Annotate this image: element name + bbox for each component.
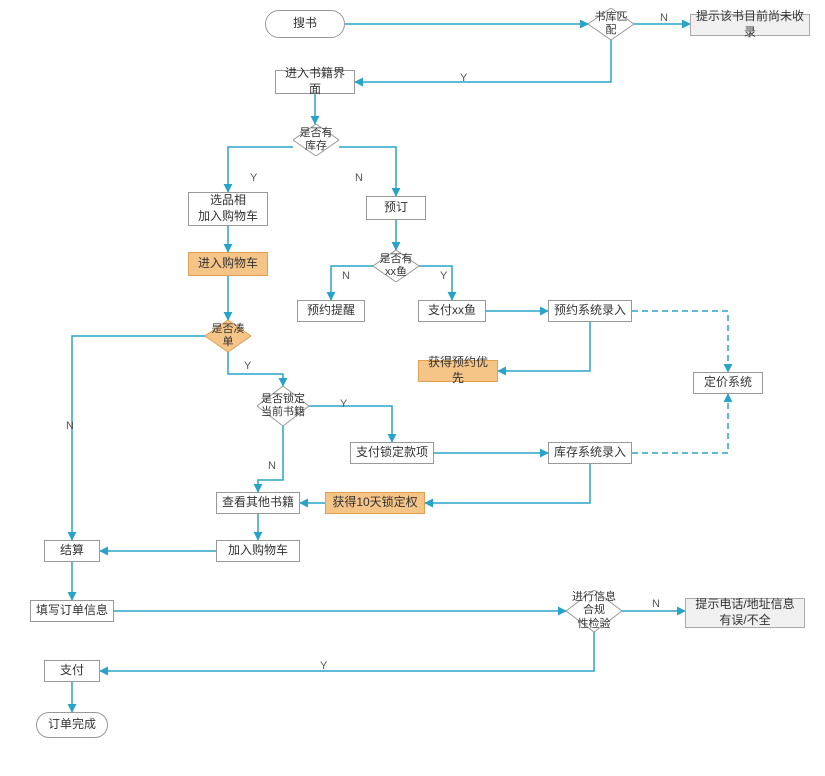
edge-has_stock-preorder	[339, 147, 396, 196]
edge-is_lock_order-checkout	[72, 336, 205, 540]
edge-label-has_xx-remind: N	[342, 270, 350, 282]
node-view_other: 查看其他书籍	[216, 492, 300, 514]
node-stock_sys: 库存系统录入	[548, 442, 632, 464]
node-remind: 预约提醒	[297, 300, 365, 322]
edge-label-match-enter_book: Y	[460, 72, 467, 84]
node-lock_book: 是否锁定 当前书籍	[257, 386, 309, 426]
node-pay: 支付	[44, 660, 100, 682]
node-preorder: 预订	[366, 196, 426, 220]
edge-validate-pay	[100, 632, 594, 671]
node-pricing: 定价系统	[693, 372, 763, 394]
node-fill_order: 填写订单信息	[30, 600, 114, 622]
node-match: 书库匹配	[588, 8, 634, 40]
edge-label-is_lock_order-checkout: N	[66, 420, 74, 432]
node-done: 订单完成	[36, 712, 108, 738]
node-start: 搜书	[265, 10, 345, 38]
node-checkout: 结算	[44, 540, 100, 562]
edge-label-lock_book-view_other: N	[268, 460, 276, 472]
node-pre_sys: 预约系统录入	[548, 300, 632, 322]
node-not_found: 提示该书目前尚未收录	[690, 14, 810, 36]
edge-label-has_xx-pay_xx: Y	[440, 270, 447, 282]
flowchart-canvas: 搜书 书库匹配 提示该书目前尚未收录进入书籍界面是否有库存选品相 加入购物车 预订进入…	[0, 0, 825, 776]
edge-lock_book-pay_lock	[309, 406, 392, 442]
edge-is_lock_order-lock_book	[228, 352, 283, 386]
node-got_10d: 获得10天锁定权	[325, 492, 425, 514]
edge-stock_sys-pricing	[632, 394, 728, 453]
edge-pre_sys-pre_priority	[498, 322, 590, 371]
edge-stock_sys-got_10d	[425, 464, 590, 503]
node-enter_cart: 进入购物车	[188, 252, 268, 276]
node-pre_priority: 获得预约优先	[418, 360, 498, 382]
edge-label-is_lock_order-lock_book: Y	[244, 360, 251, 372]
node-select: 选品相 加入购物车	[188, 192, 268, 226]
node-hint_err: 提示电话/地址信息 有误/不全	[685, 598, 805, 628]
edge-has_xx-remind	[331, 266, 373, 300]
edge-pre_sys-pricing	[632, 311, 728, 372]
edge-match-enter_book	[355, 40, 611, 82]
node-is_lock_order: 是否凑单	[205, 320, 251, 352]
node-has_xx: 是否有xx鱼	[373, 250, 419, 282]
edge-label-has_stock-preorder: N	[355, 172, 363, 184]
edge-label-has_stock-select: Y	[250, 172, 257, 184]
edge-lock_book-view_other	[258, 426, 283, 492]
node-validate: 进行信息合规 性检验	[566, 590, 622, 632]
node-enter_book: 进入书籍界面	[275, 70, 355, 94]
node-add_cart2: 加入购物车	[216, 540, 300, 562]
edge-label-validate-hint_err: N	[652, 598, 660, 610]
node-pay_xx: 支付xx鱼	[418, 300, 486, 322]
edge-has_stock-select	[228, 147, 293, 192]
edge-label-validate-pay: Y	[320, 660, 327, 672]
edge-label-lock_book-pay_lock: Y	[340, 398, 347, 410]
node-has_stock: 是否有库存	[293, 124, 339, 156]
node-pay_lock: 支付锁定款项	[350, 442, 434, 464]
edge-label-match-not_found: N	[660, 12, 668, 24]
